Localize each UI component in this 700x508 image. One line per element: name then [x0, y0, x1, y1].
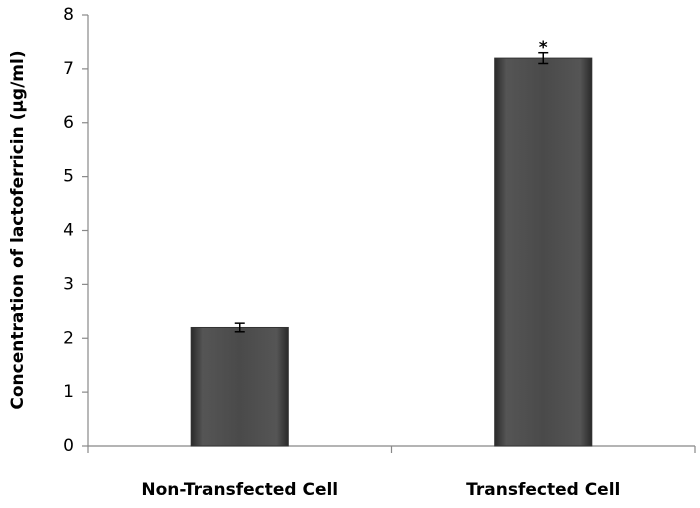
y-axis-label: Concentration of lactoferricin (µg/ml) — [8, 50, 28, 409]
x-tick-label: Transfected Cell — [466, 480, 620, 500]
bar — [494, 57, 593, 447]
y-tick-label: 6 — [63, 113, 74, 133]
y-tick-label: 1 — [63, 382, 74, 402]
y-tick-label: 0 — [63, 436, 74, 456]
y-tick-label: 3 — [63, 274, 74, 294]
bar — [190, 326, 289, 447]
y-tick-label: 5 — [63, 167, 74, 187]
y-tick-label: 7 — [63, 59, 74, 79]
y-tick-label: 8 — [63, 5, 74, 25]
x-tick-label: Non-Transfected Cell — [141, 480, 338, 500]
y-tick-label: 2 — [63, 328, 74, 348]
y-tick-label: 4 — [63, 221, 74, 241]
annotation: * — [539, 38, 548, 58]
